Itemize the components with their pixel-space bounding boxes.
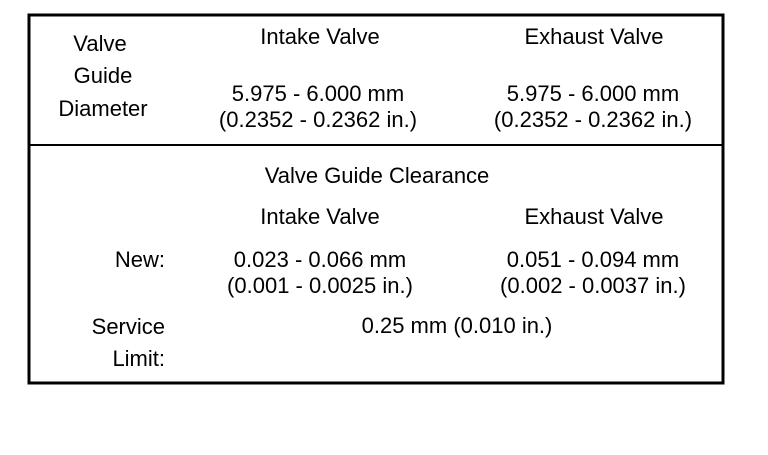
row-label: Guide (74, 63, 133, 88)
row-label: Valve (73, 31, 126, 56)
cell-value: (0.2352 - 0.2362 in.) (494, 107, 692, 132)
cell-value: 5.975 - 6.000 mm (232, 81, 404, 106)
table-border (27, 13, 725, 385)
row-label: Service (92, 314, 165, 339)
cell-value: (0.001 - 0.0025 in.) (227, 273, 413, 298)
row-label: New: (115, 247, 165, 272)
cell-value: 0.023 - 0.066 mm (234, 247, 406, 272)
cell-value: 5.975 - 6.000 mm (507, 81, 679, 106)
row-label: Limit: (112, 346, 165, 371)
column-header: Exhaust Valve (524, 204, 663, 229)
row-label: Diameter (58, 96, 147, 121)
column-header: Intake Valve (260, 24, 379, 49)
column-header: Exhaust Valve (524, 24, 663, 49)
cell-value: (0.002 - 0.0037 in.) (500, 273, 686, 298)
section-title: Valve Guide Clearance (265, 163, 490, 188)
column-header: Intake Valve (260, 204, 379, 229)
cell-value: 0.25 mm (0.010 in.) (362, 313, 553, 338)
cell-value: 0.051 - 0.094 mm (507, 247, 679, 272)
cell-value: (0.2352 - 0.2362 in.) (219, 107, 417, 132)
